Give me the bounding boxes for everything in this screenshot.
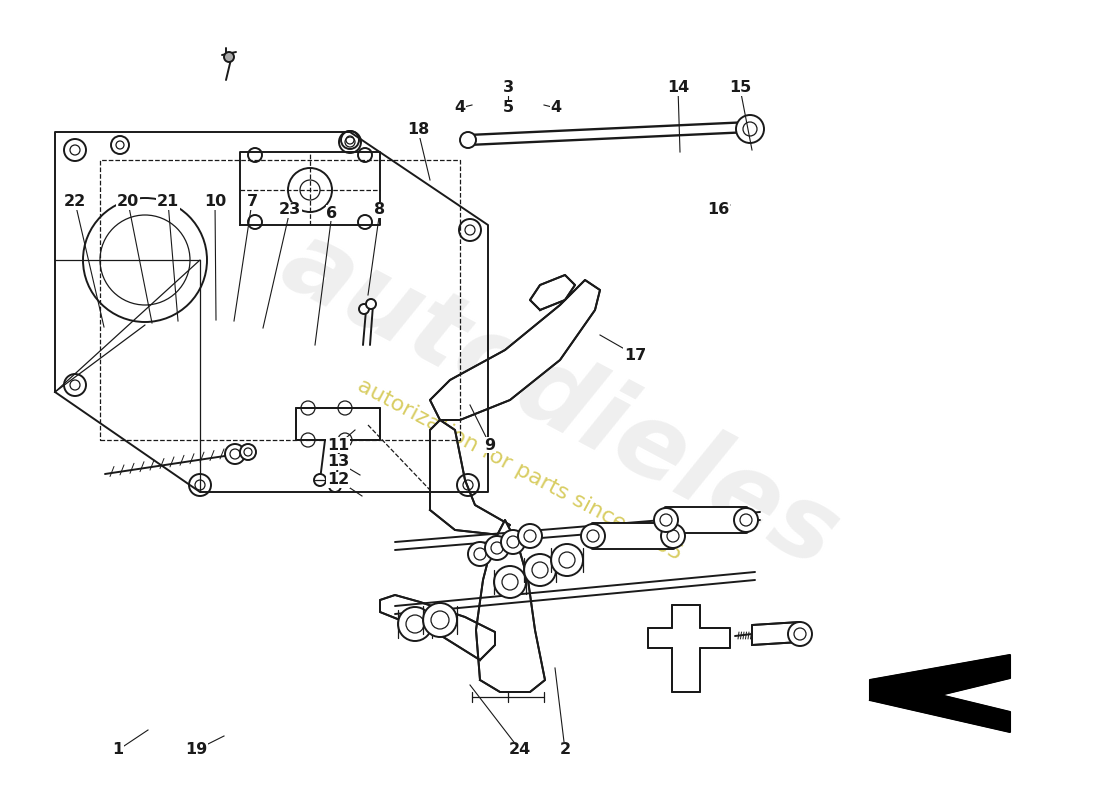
Circle shape: [359, 304, 369, 314]
Text: 22: 22: [64, 194, 86, 210]
Text: 11: 11: [327, 438, 349, 453]
Text: 16: 16: [707, 202, 729, 218]
Text: autorization for parts since 1985: autorization for parts since 1985: [354, 375, 685, 565]
Circle shape: [524, 554, 556, 586]
Text: 15: 15: [729, 81, 751, 95]
Polygon shape: [752, 622, 800, 645]
Polygon shape: [430, 280, 600, 420]
Circle shape: [736, 115, 764, 143]
Polygon shape: [870, 655, 1010, 732]
Text: autodieles: autodieles: [265, 211, 855, 589]
Text: 2: 2: [560, 742, 571, 758]
Text: 5: 5: [503, 101, 514, 115]
Text: 10: 10: [204, 194, 227, 210]
Polygon shape: [379, 595, 495, 660]
Circle shape: [226, 444, 245, 464]
Text: 6: 6: [327, 206, 338, 221]
Circle shape: [518, 524, 542, 548]
FancyBboxPatch shape: [664, 507, 748, 533]
Text: 4: 4: [550, 101, 562, 115]
Circle shape: [468, 542, 492, 566]
Circle shape: [424, 603, 456, 637]
Circle shape: [398, 607, 432, 641]
Text: 17: 17: [624, 347, 646, 362]
Text: 24: 24: [509, 742, 531, 758]
Circle shape: [788, 622, 812, 646]
Text: 18: 18: [407, 122, 429, 138]
Circle shape: [500, 530, 525, 554]
Polygon shape: [476, 520, 544, 692]
Polygon shape: [648, 605, 730, 692]
Polygon shape: [296, 408, 380, 440]
Text: 12: 12: [327, 473, 349, 487]
Text: 9: 9: [484, 438, 496, 453]
Circle shape: [460, 132, 476, 148]
Text: 3: 3: [503, 81, 514, 95]
Text: 23: 23: [279, 202, 301, 218]
Circle shape: [734, 508, 758, 532]
Text: 19: 19: [185, 742, 207, 758]
Circle shape: [661, 524, 685, 548]
Text: 20: 20: [117, 194, 139, 210]
Circle shape: [581, 524, 605, 548]
Circle shape: [329, 480, 341, 492]
Circle shape: [314, 474, 326, 486]
Circle shape: [494, 566, 526, 598]
Circle shape: [240, 444, 256, 460]
Text: 8: 8: [374, 202, 386, 218]
Text: 14: 14: [667, 81, 689, 95]
Circle shape: [224, 52, 234, 62]
Text: 4: 4: [454, 101, 465, 115]
Circle shape: [485, 536, 509, 560]
Text: 1: 1: [112, 742, 123, 758]
Text: 21: 21: [157, 194, 179, 210]
Circle shape: [366, 299, 376, 309]
Circle shape: [551, 544, 583, 576]
Polygon shape: [530, 275, 575, 310]
FancyBboxPatch shape: [591, 523, 675, 549]
Text: 7: 7: [246, 194, 257, 210]
Circle shape: [654, 508, 678, 532]
Polygon shape: [430, 420, 510, 535]
Text: 13: 13: [327, 454, 349, 470]
